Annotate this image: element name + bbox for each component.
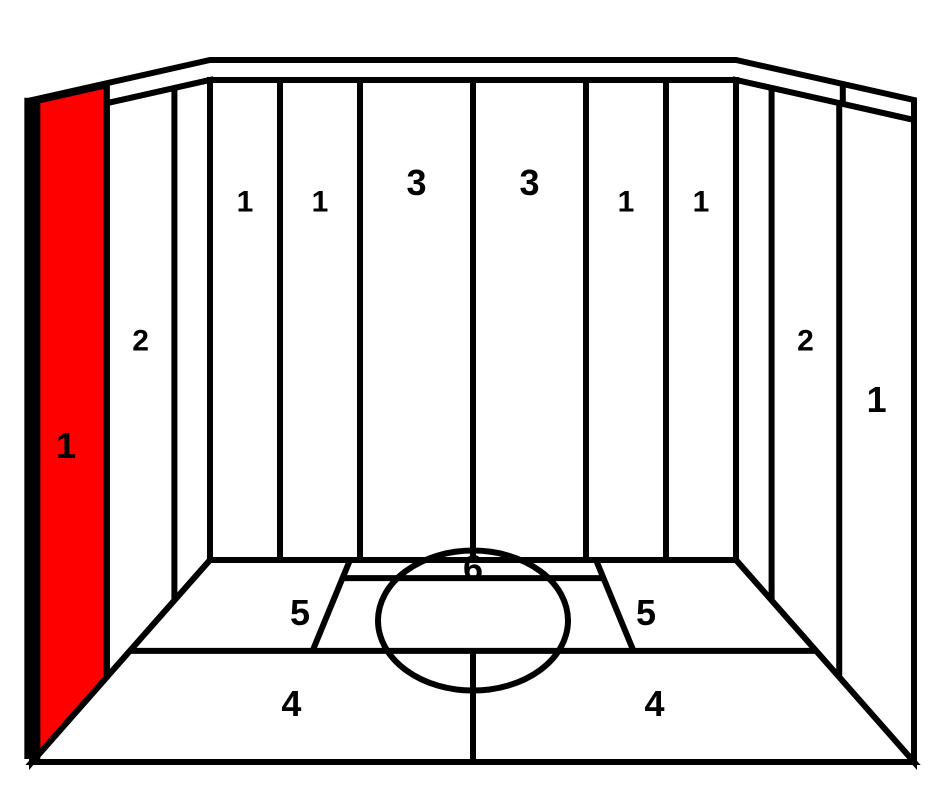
panel-label: 5 [636,592,656,633]
panel-label: 3 [406,162,426,203]
panel-label: 1 [693,186,710,219]
panel-label: 4 [281,683,301,724]
panel-label: 1 [56,425,76,466]
highlight-panel [37,85,106,756]
panel-label: 2 [797,325,814,358]
panel-label: 6 [463,548,483,589]
panel-label: 1 [867,379,887,420]
panel-label: 1 [618,186,635,219]
panel-label: 5 [290,592,310,633]
panel-label: 2 [132,325,149,358]
panel-label: 1 [237,186,254,219]
panel-label: 4 [645,683,665,724]
panel-label: 3 [519,162,539,203]
panel-label: 1 [312,186,329,219]
